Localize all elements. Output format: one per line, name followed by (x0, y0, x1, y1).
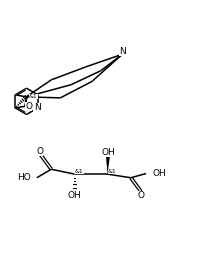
Text: &1: &1 (108, 169, 117, 174)
Text: HO: HO (17, 173, 31, 182)
Text: &1: &1 (75, 169, 84, 174)
Text: N: N (120, 47, 126, 56)
Text: OH: OH (152, 169, 166, 178)
Text: &1: &1 (29, 94, 38, 99)
Polygon shape (106, 157, 110, 174)
Text: N: N (34, 103, 41, 112)
Polygon shape (24, 97, 27, 106)
Text: OH: OH (68, 191, 82, 200)
Text: O: O (137, 191, 144, 200)
Text: OH: OH (101, 148, 115, 157)
Text: O: O (36, 147, 43, 156)
Text: O: O (25, 102, 32, 111)
